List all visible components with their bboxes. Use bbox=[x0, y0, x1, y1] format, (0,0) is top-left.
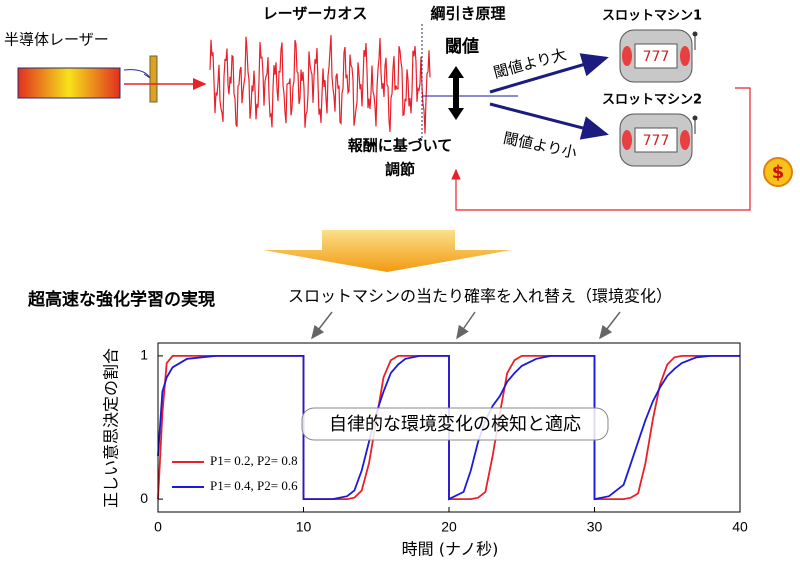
principle-label: 綱引き原理 bbox=[430, 5, 505, 23]
laser bbox=[17, 67, 121, 99]
adjust-label-1: 報酬に基づいて bbox=[348, 137, 453, 155]
x-tick-label: 30 bbox=[587, 519, 603, 535]
double-arrow bbox=[448, 66, 464, 120]
annotation-arrow bbox=[599, 311, 621, 340]
arrow-above bbox=[489, 53, 609, 94]
above-label: 閾値より大 bbox=[491, 45, 568, 82]
below-label: 閾値より小 bbox=[502, 129, 579, 162]
x-tick-label: 20 bbox=[441, 519, 457, 535]
slot-2-label: スロットマシン2 bbox=[602, 93, 702, 108]
y-axis-label: 正しい意思決定の割合 bbox=[102, 348, 121, 508]
x-tick-label: 40 bbox=[732, 519, 748, 535]
laser-label: 半導体レーザー bbox=[4, 31, 109, 49]
mirror bbox=[149, 55, 158, 103]
x-axis-label: 時間 (ナノ秒) bbox=[402, 540, 499, 559]
transition-arrow bbox=[263, 230, 512, 272]
center-label: 自律的な環境変化の検知と適応 bbox=[329, 414, 581, 435]
reward-path bbox=[451, 87, 751, 211]
slot-digits: 777 bbox=[643, 49, 670, 65]
adjust-label-2: 調節 bbox=[385, 161, 415, 179]
slot-digits: 777 bbox=[643, 133, 670, 149]
plot bbox=[157, 355, 740, 501]
chaos-wave bbox=[209, 35, 431, 134]
y-tick-label: 0 bbox=[140, 490, 148, 506]
center-label-box bbox=[301, 407, 609, 441]
x-tick-label: 0 bbox=[154, 519, 162, 535]
legend-label: P1= 0.4, P2= 0.6 bbox=[210, 478, 298, 493]
threshold-label: 閾値 bbox=[445, 36, 479, 57]
reward-label: $ bbox=[772, 162, 785, 183]
series-line bbox=[157, 355, 740, 501]
chart-title: 超高速な強化学習の実現 bbox=[28, 289, 215, 310]
slot-machine-1: 777 bbox=[619, 29, 698, 83]
annotation-arrow bbox=[456, 311, 476, 340]
slot-machine-2: 777 bbox=[619, 113, 698, 167]
annotation: スロットマシンの当たり確率を入れ替え（環境変化） bbox=[288, 287, 672, 306]
slot-1-label: スロットマシン1 bbox=[602, 9, 702, 24]
coin bbox=[763, 157, 793, 187]
chaos-label: レーザーカオス bbox=[263, 5, 368, 23]
annotation-arrow bbox=[311, 311, 333, 340]
x-tick-label: 10 bbox=[296, 519, 312, 535]
feedback-arrow bbox=[123, 69, 151, 79]
y-tick-label: 1 bbox=[140, 347, 148, 363]
arrow-below bbox=[489, 102, 609, 140]
legend-label: P1= 0.2, P2= 0.8 bbox=[210, 453, 298, 468]
